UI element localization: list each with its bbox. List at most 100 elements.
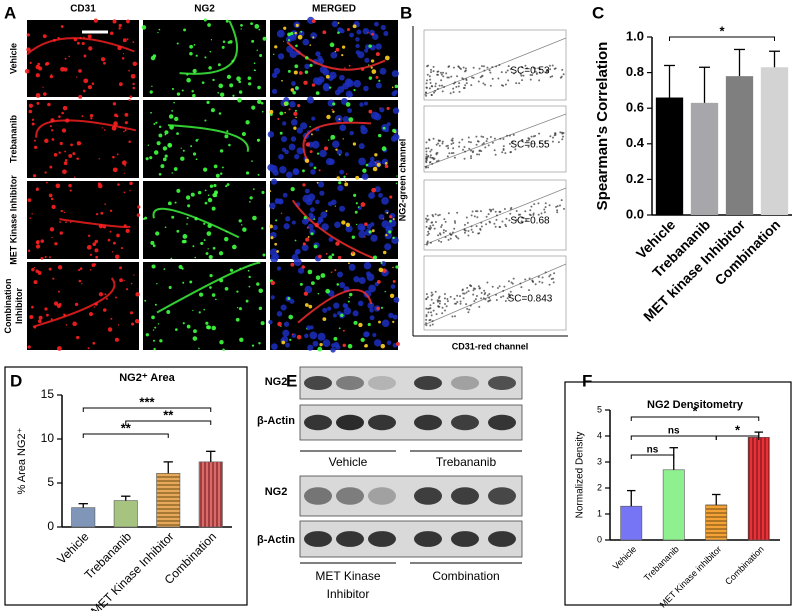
scatter-dot xyxy=(458,82,461,85)
scatter-dot xyxy=(459,302,462,305)
nucleus xyxy=(363,261,372,270)
scatter-dot xyxy=(464,84,467,87)
scatter-dot xyxy=(538,280,541,283)
nucleus xyxy=(269,248,278,257)
panel-letter: F xyxy=(582,371,592,390)
signal xyxy=(83,37,85,39)
scatter-dot xyxy=(527,139,530,142)
scatter-dot xyxy=(488,296,491,299)
signal xyxy=(151,264,156,269)
blot-band xyxy=(368,487,396,505)
scatter-dot xyxy=(515,210,518,213)
signal xyxy=(256,138,260,142)
signal xyxy=(322,317,327,322)
scatter-dot xyxy=(531,74,534,77)
signal xyxy=(328,255,333,260)
signal xyxy=(337,255,342,260)
significance-label: * xyxy=(735,422,741,437)
nucleus xyxy=(388,312,394,319)
signal xyxy=(380,343,386,349)
signal xyxy=(29,61,32,65)
scatter-dot xyxy=(437,305,440,308)
nucleus xyxy=(381,220,390,229)
signal xyxy=(295,116,297,119)
scatter-dot xyxy=(544,206,547,209)
micrograph xyxy=(27,100,139,178)
nucleus xyxy=(369,315,375,321)
signal xyxy=(128,69,130,72)
signal xyxy=(164,226,167,229)
signal xyxy=(40,256,44,260)
nucleus xyxy=(290,119,298,126)
signal xyxy=(341,45,346,49)
signal xyxy=(368,230,372,234)
scatter-dot xyxy=(452,87,455,90)
signal xyxy=(192,245,195,248)
significance-bracket xyxy=(669,36,775,41)
signal xyxy=(33,266,36,269)
signal xyxy=(198,311,201,314)
signal xyxy=(250,22,254,26)
nucleus xyxy=(349,32,354,38)
signal xyxy=(212,246,216,250)
scatter-dot xyxy=(453,315,456,318)
nucleus xyxy=(391,70,399,78)
signal xyxy=(198,292,204,297)
signal xyxy=(197,190,202,195)
signal xyxy=(137,205,141,209)
vessel xyxy=(286,41,386,71)
signal xyxy=(186,216,189,220)
scatter-dot xyxy=(515,82,518,85)
scatter-dot xyxy=(541,276,544,279)
blot-band xyxy=(336,375,364,391)
scatter-dot xyxy=(470,155,473,158)
scatter-dot xyxy=(555,205,558,208)
signal xyxy=(150,240,155,245)
signal xyxy=(42,86,44,88)
scatter-dot xyxy=(446,155,449,158)
signal xyxy=(304,303,309,307)
signal xyxy=(247,269,250,272)
signal xyxy=(307,269,313,275)
scatter-dot xyxy=(548,204,551,207)
scatter-dot xyxy=(518,82,521,85)
scatter-dot xyxy=(472,76,475,79)
scatter-dot xyxy=(489,221,492,224)
signal xyxy=(74,176,76,178)
signal xyxy=(104,293,107,296)
scatter-dot xyxy=(431,156,434,159)
signal xyxy=(392,218,395,221)
signal xyxy=(112,19,117,24)
scatter-dot xyxy=(443,86,446,89)
signal xyxy=(58,151,61,154)
signal xyxy=(76,335,80,340)
signal xyxy=(201,81,205,85)
scatter-dot xyxy=(520,66,523,69)
signal xyxy=(192,93,196,98)
signal xyxy=(152,339,156,342)
scatter-dot xyxy=(502,145,505,148)
signal xyxy=(301,265,305,269)
group-label: Vehicle xyxy=(329,455,368,469)
signal xyxy=(371,69,377,74)
scatter-dot xyxy=(451,315,454,318)
signal xyxy=(256,282,260,286)
scatter-dot xyxy=(509,151,512,154)
nucleus xyxy=(289,33,297,41)
scatter-dot xyxy=(463,229,466,232)
scatter-dot xyxy=(550,278,553,281)
scatter-dot xyxy=(462,292,465,295)
signal xyxy=(344,180,347,182)
signal xyxy=(105,297,108,300)
signal xyxy=(45,181,48,184)
column-header: CD31 xyxy=(70,4,96,15)
scatter-dot xyxy=(474,298,477,301)
signal xyxy=(325,74,330,79)
signal xyxy=(389,219,392,223)
signal xyxy=(325,288,331,294)
signal xyxy=(209,286,212,289)
scatter-dot xyxy=(478,305,481,308)
scatter-dot xyxy=(429,324,432,327)
signal xyxy=(50,318,53,321)
signal xyxy=(231,244,237,250)
